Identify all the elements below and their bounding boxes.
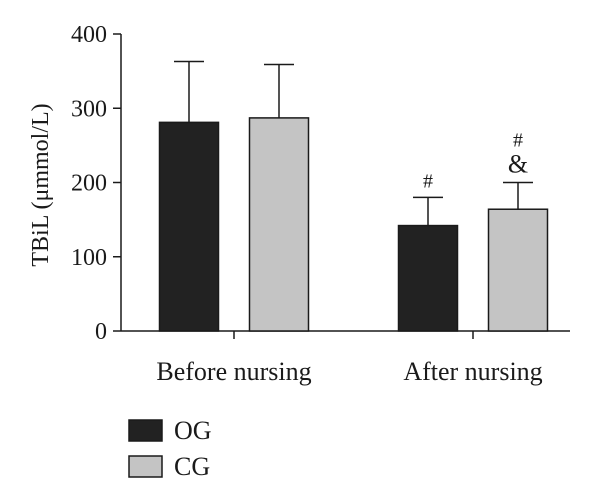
legend-label-og: OG xyxy=(174,416,212,445)
bar-og-0 xyxy=(158,121,220,332)
y-tick-label: 100 xyxy=(71,245,107,271)
x-category-label: Before nursing xyxy=(156,357,311,386)
legend-label-cg: CG xyxy=(174,452,210,481)
y-tick-label: 200 xyxy=(71,171,107,197)
bar-og-1 xyxy=(397,224,459,332)
y-axis-label: TBiL (μmmol/L) xyxy=(28,103,54,266)
y-tick-label: 300 xyxy=(71,96,107,122)
significance-mark-hash: # xyxy=(423,170,433,192)
bars xyxy=(158,117,549,332)
y-tick-label: 400 xyxy=(71,22,107,48)
x-axis: Before nursing After nursing xyxy=(121,330,570,386)
legend: OG CG xyxy=(128,416,212,481)
error-bars xyxy=(174,60,533,226)
significance-mark-ampersand: & xyxy=(508,150,528,179)
significance-mark-hash: # xyxy=(513,130,523,152)
legend-swatch-og xyxy=(128,419,163,442)
x-category-label: After nursing xyxy=(403,357,542,386)
y-tick-label: 0 xyxy=(95,319,107,345)
legend-swatch-cg xyxy=(128,455,163,478)
significance-annotations: ##& xyxy=(423,130,528,193)
y-axis: 0 100 200 300 400 xyxy=(71,22,122,345)
bar-cg-0 xyxy=(248,117,310,332)
bar-cg-1 xyxy=(487,208,549,332)
